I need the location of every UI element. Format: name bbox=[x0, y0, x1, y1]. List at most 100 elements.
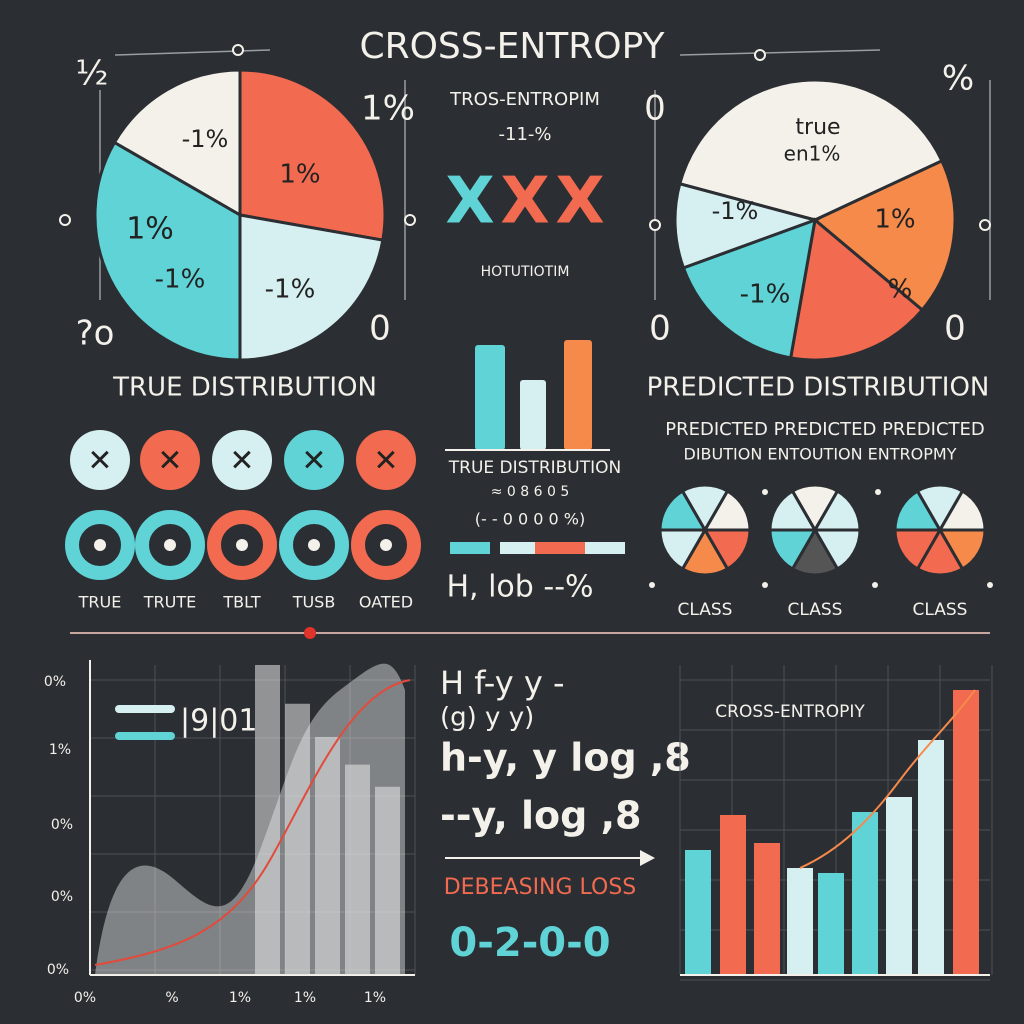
bar bbox=[255, 665, 280, 975]
pie-slice bbox=[681, 217, 817, 360]
bar bbox=[720, 815, 746, 975]
node-dot bbox=[404, 214, 416, 226]
label: % bbox=[888, 275, 913, 305]
node-dot bbox=[232, 44, 244, 56]
node-dot bbox=[875, 489, 881, 495]
donut bbox=[279, 510, 349, 580]
label: TBLT bbox=[222, 593, 260, 612]
color-strip bbox=[585, 542, 625, 554]
label: 1% bbox=[361, 89, 415, 129]
node-dot bbox=[987, 582, 993, 588]
icon bbox=[70, 430, 130, 490]
bar bbox=[564, 340, 592, 450]
label: TRUE bbox=[78, 593, 122, 612]
area bbox=[95, 663, 405, 975]
caption: TRUE DISTRIBUTION bbox=[112, 373, 377, 403]
icon-glyph: ✕ bbox=[87, 444, 112, 479]
icon bbox=[284, 430, 344, 490]
curve bbox=[799, 689, 976, 869]
label: ?o bbox=[76, 314, 115, 354]
label: en1% bbox=[784, 142, 841, 166]
icon-glyph: ✕ bbox=[229, 444, 254, 479]
donut-center bbox=[236, 539, 248, 551]
label: HOTUTIOTIM bbox=[481, 264, 570, 280]
pie-slice bbox=[93, 140, 242, 362]
label: 0 bbox=[649, 309, 671, 349]
label: TUSB bbox=[292, 593, 336, 612]
label: 1% bbox=[279, 160, 320, 190]
divider bbox=[114, 49, 271, 56]
label: TRUE DISTRIBUTION bbox=[448, 458, 622, 478]
label: |9|01 bbox=[180, 704, 257, 739]
node-dot bbox=[872, 582, 878, 588]
bar bbox=[345, 764, 370, 975]
label: -1% bbox=[155, 265, 206, 295]
label: 1% bbox=[874, 205, 915, 235]
label: (- - 0 0 0 0 %) bbox=[475, 510, 585, 529]
pie-slice bbox=[788, 217, 925, 362]
label: -11-% bbox=[499, 124, 552, 145]
label: -1% bbox=[712, 197, 759, 225]
icon bbox=[356, 430, 416, 490]
bar bbox=[852, 812, 878, 975]
bar bbox=[315, 736, 340, 975]
arrow-head bbox=[640, 850, 655, 866]
bar bbox=[918, 740, 944, 975]
label: PREDICTED PREDICTED PREDICTED bbox=[665, 419, 985, 440]
label: 0% bbox=[51, 889, 73, 905]
icon-glyph: ✕ bbox=[157, 444, 182, 479]
label: 0 bbox=[944, 309, 966, 349]
legend-swatch bbox=[115, 732, 175, 740]
bar bbox=[685, 850, 711, 975]
color-strip bbox=[500, 542, 540, 554]
pie-slice bbox=[238, 213, 385, 362]
label: ≈ 0 8 6 0 5 bbox=[491, 484, 570, 500]
label: 1% bbox=[126, 212, 174, 247]
pie-slice bbox=[812, 488, 862, 532]
label: -1% bbox=[740, 280, 791, 310]
label: -1% bbox=[182, 125, 229, 153]
label: 0-2-0-0 bbox=[449, 920, 610, 966]
donut-center bbox=[164, 539, 176, 551]
symbol: X bbox=[445, 165, 494, 239]
curve bbox=[94, 679, 411, 966]
pie-slice bbox=[238, 68, 387, 242]
bar bbox=[886, 797, 912, 975]
pie-slice bbox=[937, 488, 987, 532]
color-strip bbox=[450, 542, 490, 554]
pie-slice bbox=[812, 158, 957, 313]
label: CLASS bbox=[678, 600, 733, 620]
node-dot bbox=[762, 489, 768, 495]
pie-slice bbox=[112, 68, 242, 218]
pie-slice bbox=[677, 78, 944, 222]
label: % bbox=[942, 59, 974, 99]
symbol: X bbox=[555, 165, 604, 239]
bar bbox=[285, 703, 310, 975]
label: CLASS bbox=[913, 600, 968, 620]
label: DEBEASING LOSS bbox=[444, 875, 637, 900]
label: 0% bbox=[74, 990, 96, 1006]
label: H f-y y - bbox=[440, 664, 565, 702]
label: h-y, y log ,8 bbox=[440, 736, 691, 780]
bar bbox=[375, 786, 400, 975]
node-dot bbox=[649, 582, 655, 588]
label: 0 bbox=[644, 89, 666, 129]
icon bbox=[212, 430, 272, 490]
icon bbox=[140, 430, 200, 490]
donut bbox=[351, 510, 421, 580]
donut bbox=[135, 510, 205, 580]
node-dot bbox=[762, 582, 768, 588]
chart-title: CROSS-ENTROPIY bbox=[715, 702, 865, 722]
label: 0% bbox=[47, 962, 69, 978]
legend-swatch bbox=[115, 705, 175, 713]
label: --y, log ,8 bbox=[440, 794, 641, 838]
bar bbox=[754, 843, 780, 975]
label: 0% bbox=[44, 674, 66, 690]
label: (g) y y) bbox=[440, 703, 534, 733]
title: CROSS-ENTROPY bbox=[359, 26, 665, 67]
icon-glyph: ✕ bbox=[373, 444, 398, 479]
donut-center bbox=[308, 539, 320, 551]
label: % bbox=[165, 990, 178, 1006]
label: ½ bbox=[76, 54, 109, 94]
